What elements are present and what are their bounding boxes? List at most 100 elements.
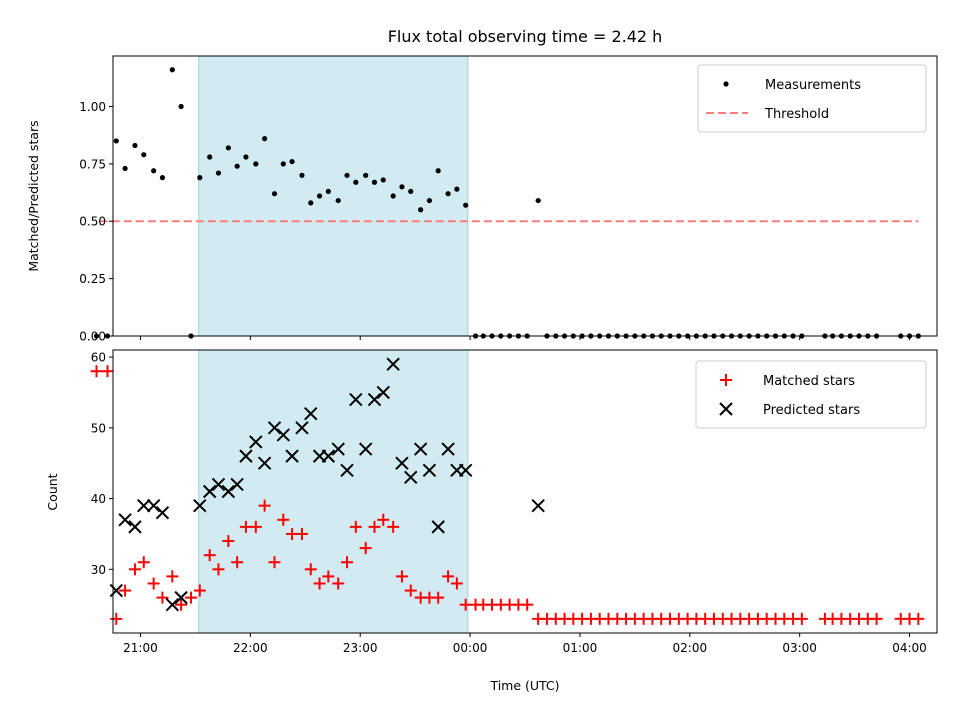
bottom-x-ticks: 21:00 22:00 23:00 00:00 01:00 02:00 03:00 04:00 (123, 633, 927, 655)
x-tick-label: 03:00 (782, 641, 817, 655)
top-y-tick-label: 0.75 (79, 157, 106, 171)
top-y-axis-label: Matched/Predicted stars (26, 120, 41, 271)
predicted-star-point (441, 442, 455, 456)
predicted-star-point (202, 484, 217, 499)
matched-star-point (222, 535, 235, 548)
matched-star-point (128, 563, 141, 576)
top-legend: Measurements Threshold (697, 64, 927, 133)
matched-star-point (166, 570, 179, 583)
predicted-star-point (267, 421, 282, 435)
measurement-point (132, 142, 138, 149)
matched-star-point (90, 365, 103, 378)
measurement-point (207, 154, 213, 160)
matched-star-point (395, 570, 408, 583)
matched-star-point (432, 591, 445, 604)
predicted-star-point (193, 498, 207, 513)
matched-star-point (277, 513, 290, 526)
predicted-star-point (257, 456, 272, 470)
measurement-point (197, 175, 203, 181)
top-x-ticks (139, 336, 911, 340)
measurement-point (408, 188, 414, 195)
legend-predicted-label: Predicted stars (763, 403, 860, 418)
chart-title: Flux total observing time = 2.42 h (388, 27, 663, 46)
measurement-point (325, 188, 331, 195)
predicted-star-point (367, 392, 382, 407)
predicted-star-point (376, 385, 390, 400)
predicted-star-point (395, 456, 409, 470)
measurement-point (308, 200, 314, 206)
predicted-star-point (331, 442, 345, 456)
measurement-point (418, 207, 424, 213)
predicted-star-point (174, 590, 188, 605)
matched-star-point (147, 577, 160, 590)
x-tick-label: 00:00 (453, 641, 488, 655)
measurement-point (380, 177, 386, 183)
matched-star-point (450, 577, 463, 590)
top-axes-frame (112, 55, 938, 337)
matched-star-point (341, 556, 354, 569)
matched-star-point (870, 612, 883, 625)
predicted-star-point (295, 421, 309, 435)
predicted-star-point (137, 498, 151, 513)
legend-threshold-label: Threshold (764, 107, 829, 122)
predicted-star-point (340, 463, 354, 477)
legend-measurements-label: Measurements (765, 78, 861, 93)
predicted-star-point (165, 597, 180, 612)
matched-star-point (442, 570, 455, 583)
bottom-y-tick-label: 30 (91, 563, 106, 577)
predicted-star-point (386, 357, 400, 371)
predicted-star-point (531, 498, 545, 513)
measurement-point (141, 152, 147, 158)
matched-star-point (359, 542, 372, 555)
measurement-point (178, 103, 184, 110)
matched-star-point (119, 584, 132, 597)
predicted-star-point (349, 392, 363, 407)
measurement-point (159, 175, 166, 181)
x-tick-label: 01:00 (563, 641, 598, 655)
bottom-legend-box (695, 360, 927, 429)
x-tick-label: 22:00 (233, 641, 268, 655)
matched-star-point (322, 570, 335, 583)
predicted-star-point (230, 477, 244, 492)
bottom-plot-marks (90, 357, 925, 625)
predicted-star-point (413, 442, 428, 456)
measurement-point (445, 191, 451, 197)
top-y-tick-label: 1.00 (79, 100, 106, 114)
measurement-point (271, 191, 278, 197)
measurement-point (426, 197, 433, 204)
matched-star-point (295, 527, 308, 540)
matched-star-point (137, 556, 150, 569)
legend-predicted-marker (719, 402, 733, 416)
measurement-point (113, 138, 119, 144)
x-tick-label: 23:00 (343, 641, 378, 655)
predicted-star-point (146, 498, 161, 513)
matched-star-point (193, 584, 206, 597)
matched-star-point (110, 612, 123, 625)
bottom-x-axis-label: Time (UTC) (489, 678, 559, 693)
matched-star-point (156, 591, 169, 604)
matched-star-point (231, 556, 244, 569)
measurement-point (122, 165, 128, 172)
legend-matched-label: Matched stars (763, 374, 855, 389)
measurement-point (93, 333, 100, 339)
measurement-point (363, 172, 369, 178)
bottom-y-tick-label: 40 (91, 492, 106, 506)
matched-star-point (249, 520, 262, 533)
predicted-star-point (155, 506, 170, 520)
bottom-shaded-span (198, 349, 469, 634)
predicted-star-point (321, 449, 336, 463)
measurement-point (289, 158, 295, 165)
predicted-star-point (431, 520, 445, 534)
measurement-point (299, 172, 305, 178)
top-legend-box (697, 64, 927, 133)
predicted-star-point (404, 470, 418, 485)
measurement-point (316, 193, 323, 199)
matched-star-point (212, 563, 225, 576)
top-y-ticks: 0.00 0.25 0.50 0.75 1.00 (79, 100, 113, 344)
bottom-legend: Matched stars Predicted stars (695, 360, 927, 429)
matched-star-point (404, 584, 417, 597)
top-plot-marks (93, 67, 921, 339)
measurement-point (151, 168, 157, 174)
top-shaded-span (198, 55, 469, 337)
